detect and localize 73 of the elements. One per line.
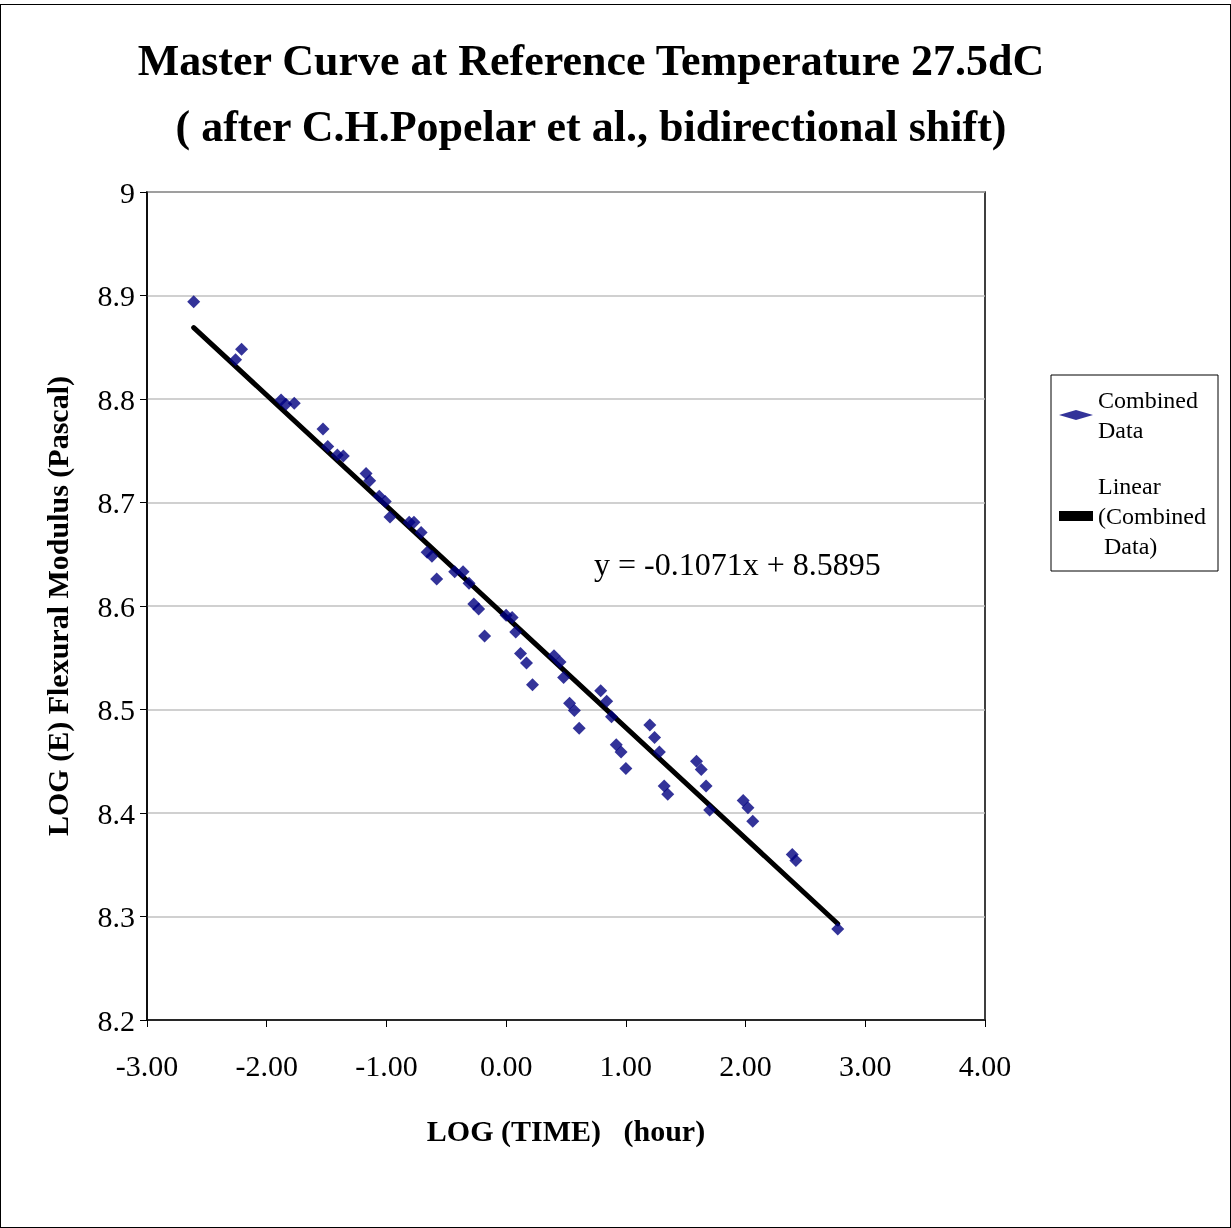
x-tick-label: 2.00 bbox=[719, 1048, 772, 1082]
y-tick-label: 8.7 bbox=[97, 486, 135, 519]
point bbox=[235, 342, 249, 356]
x-tick-label: -3.00 bbox=[115, 1048, 179, 1082]
y-tick-label: 8.3 bbox=[97, 900, 135, 933]
point bbox=[736, 794, 750, 808]
point bbox=[614, 745, 628, 759]
chart-title: Master Curve at Reference Temperature 27.5dC bbox=[137, 35, 1045, 85]
point bbox=[594, 684, 608, 698]
point bbox=[661, 787, 675, 801]
point bbox=[547, 649, 561, 663]
y-tick-label: 8.4 bbox=[97, 796, 135, 830]
point bbox=[553, 655, 567, 669]
point bbox=[831, 922, 845, 936]
point bbox=[652, 745, 666, 759]
point bbox=[563, 696, 577, 710]
point bbox=[572, 721, 586, 735]
point bbox=[505, 610, 519, 624]
y-tick-label: 9 bbox=[120, 175, 135, 209]
point bbox=[619, 761, 633, 775]
x-tick-label: 1.00 bbox=[599, 1048, 653, 1082]
point bbox=[430, 572, 444, 586]
point bbox=[789, 854, 803, 868]
point bbox=[378, 494, 392, 508]
legend-label: Linear (Combined Data) bbox=[1098, 473, 1206, 559]
point bbox=[519, 656, 533, 670]
point bbox=[472, 602, 486, 616]
point bbox=[643, 718, 657, 732]
point bbox=[525, 678, 539, 692]
point bbox=[609, 738, 623, 752]
legend-label: Combined Data bbox=[1098, 387, 1204, 443]
point bbox=[557, 670, 571, 684]
point bbox=[229, 353, 243, 367]
chart-subtitle: ( after C.H.Popelar et al., bidirectional shift) bbox=[175, 101, 1007, 151]
point bbox=[287, 396, 301, 410]
point bbox=[187, 295, 201, 309]
point bbox=[703, 803, 717, 817]
point bbox=[414, 526, 428, 540]
point bbox=[383, 510, 397, 524]
x-tick-label: 0.00 bbox=[479, 1048, 533, 1082]
y-axis-title: LOG (E) Flexural Modulus (Pascal) bbox=[40, 376, 75, 836]
point bbox=[514, 647, 528, 661]
point bbox=[407, 515, 421, 529]
point bbox=[689, 754, 703, 768]
point bbox=[478, 629, 492, 643]
point bbox=[746, 814, 760, 828]
point bbox=[600, 694, 614, 708]
x-tick-label: 3.00 bbox=[839, 1048, 892, 1082]
y-tick-label: 8.9 bbox=[97, 279, 135, 312]
point bbox=[694, 763, 708, 777]
x-tick-label: 4.00 bbox=[958, 1048, 1012, 1082]
x-tick-label: -2.00 bbox=[235, 1048, 298, 1082]
x-axis-title: LOG (TIME) (hour) bbox=[426, 1113, 706, 1148]
x-tick-label: -1.00 bbox=[355, 1048, 418, 1082]
point bbox=[567, 704, 581, 718]
annotation: y = -0.1071x + 8.5895 bbox=[594, 546, 881, 582]
point bbox=[604, 710, 618, 724]
point bbox=[657, 779, 671, 793]
point bbox=[425, 549, 439, 563]
y-tick-label: 8.8 bbox=[97, 382, 135, 416]
point bbox=[462, 576, 476, 590]
y-tick-label: 8.5 bbox=[97, 693, 135, 726]
point bbox=[363, 474, 377, 488]
point bbox=[456, 565, 470, 579]
point bbox=[336, 449, 350, 463]
y-tick-label: 8.2 bbox=[97, 1003, 135, 1037]
y-tick-label: 8.6 bbox=[97, 589, 135, 623]
point bbox=[509, 625, 523, 639]
point bbox=[321, 440, 335, 454]
point bbox=[316, 422, 330, 436]
point bbox=[699, 779, 713, 793]
point bbox=[741, 801, 755, 815]
point bbox=[648, 730, 662, 744]
